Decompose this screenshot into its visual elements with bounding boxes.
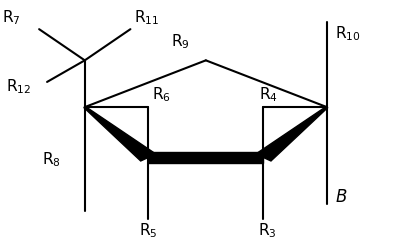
Text: $\mathregular{R_{8}}$: $\mathregular{R_{8}}$ (42, 150, 61, 169)
Text: $\mathregular{R_{5}}$: $\mathregular{R_{5}}$ (139, 221, 158, 240)
Text: $B$: $B$ (335, 188, 347, 206)
Polygon shape (148, 152, 264, 163)
Polygon shape (84, 107, 156, 161)
Text: $\mathregular{R_{3}}$: $\mathregular{R_{3}}$ (258, 221, 277, 240)
Text: $\mathregular{R_{6}}$: $\mathregular{R_{6}}$ (152, 86, 171, 104)
Text: $\mathregular{R_{7}}$: $\mathregular{R_{7}}$ (2, 8, 21, 27)
Polygon shape (256, 107, 328, 161)
Text: $\mathregular{R_{10}}$: $\mathregular{R_{10}}$ (335, 24, 361, 43)
Text: $\mathregular{R_{11}}$: $\mathregular{R_{11}}$ (134, 8, 160, 27)
Text: $\mathregular{R_{12}}$: $\mathregular{R_{12}}$ (6, 77, 31, 96)
Text: $\mathregular{R_{9}}$: $\mathregular{R_{9}}$ (171, 32, 190, 51)
Text: $\mathregular{R_{4}}$: $\mathregular{R_{4}}$ (259, 86, 278, 104)
